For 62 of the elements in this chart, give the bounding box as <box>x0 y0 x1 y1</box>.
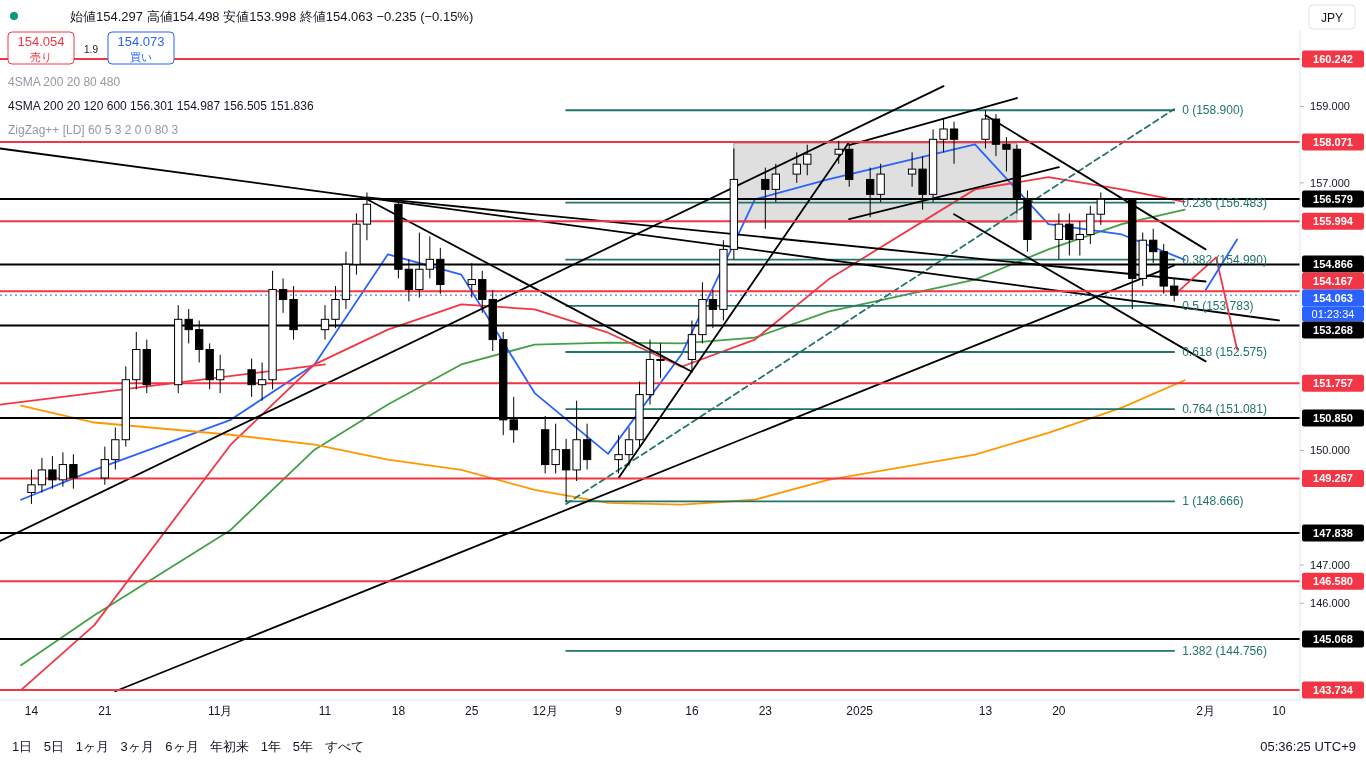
x-tick-label: 18 <box>391 704 406 718</box>
text: 1日 5日 1ヶ月 3ヶ月 6ヶ月 年初来 1年 5年 すべて <box>12 739 364 754</box>
y-tick-label: 159.000 <box>1310 100 1350 113</box>
x-tick-label: 13 <box>978 704 993 718</box>
ref-line-label: 154.167 <box>1313 275 1353 288</box>
ref-line-label: 154.866 <box>1313 258 1353 271</box>
fib-label: 0.236 (156.483) <box>1182 195 1267 210</box>
annotation: 154.054 売り <box>17 34 65 63</box>
annotation: 1.9 <box>84 44 99 55</box>
ref-line-label: 153.268 <box>1313 324 1353 337</box>
x-tick-label: 23 <box>758 704 773 718</box>
x-tick-label: 2月 <box>1196 704 1215 718</box>
price-label: 151.757 <box>1302 374 1364 392</box>
annotation: ZigZag++ [LD] 60 5 3 2 0 0 80 3 <box>8 123 179 137</box>
price-label: 158.071 <box>1302 133 1364 151</box>
x-tick-label: 10 <box>1272 704 1287 718</box>
ref-line-label: 160.242 <box>1313 52 1353 65</box>
y-tick-label: 146.000 <box>1310 597 1350 610</box>
ref-line-label: 149.267 <box>1313 472 1353 485</box>
ref-line-label: 158.071 <box>1313 135 1353 148</box>
annotation: 4SMA 200 20 120 600 156.301 154.987 156.505 151.836 <box>8 99 314 113</box>
annotation: 4SMA 200 20 80 480 <box>8 75 121 89</box>
text: 05:36:25 UTC+9 <box>1260 739 1356 754</box>
x-tick-label: 9 <box>615 704 623 718</box>
x-tick-label: 12月 <box>532 704 558 718</box>
ref-line-label: 150.850 <box>1313 411 1353 424</box>
fib-label: 1.382 (144.756) <box>1182 643 1267 658</box>
price-label: 156.579 <box>1302 190 1364 208</box>
x-tick-label: 11月 <box>207 704 233 718</box>
y-tick-label: 157.000 <box>1310 176 1350 189</box>
annotation: 154.073 買い <box>117 34 165 63</box>
fib-label: 1 (148.666) <box>1182 494 1244 509</box>
x-tick-label: 11 <box>318 704 332 718</box>
fib-label: 0.764 (151.081) <box>1182 402 1267 417</box>
ref-line-label: 155.994 <box>1313 215 1354 228</box>
text: JPY <box>1320 11 1344 25</box>
ref-line-label: 146.580 <box>1313 575 1353 588</box>
price-label: 154.866 <box>1302 255 1364 273</box>
y-tick-label: 147.000 <box>1310 559 1350 572</box>
fib-label: 0 (158.900) <box>1182 103 1244 118</box>
ref-line-label: 156.579 <box>1313 192 1353 205</box>
price-label: 149.267 <box>1302 469 1364 487</box>
ref-line-label: 154.063 <box>1313 292 1353 305</box>
x-tick-label: 25 <box>465 704 479 718</box>
price-label: 145.068 <box>1302 630 1364 648</box>
x-tick-label: 2025 <box>846 704 874 718</box>
price-label: 143.734 <box>1302 681 1364 699</box>
ref-line-label: 147.838 <box>1313 527 1353 540</box>
text: 始値154.297 高値154.498 安値153.998 終値154.063 −0.235 (−0.15%) <box>70 9 474 24</box>
x-tick-label: 20 <box>1052 704 1066 718</box>
x-tick-label: 16 <box>685 704 699 718</box>
ref-line-label: 143.734 <box>1313 683 1354 696</box>
x-tick-label: 21 <box>98 704 112 718</box>
price-label: 160.242 <box>1302 50 1364 68</box>
price-label: 147.838 <box>1302 524 1364 542</box>
price-label: 155.994 <box>1302 212 1364 230</box>
y-tick-label: 150.000 <box>1310 444 1350 457</box>
x-tick-label: 14 <box>24 704 39 718</box>
ref-line-label: 151.757 <box>1313 377 1353 390</box>
price-label: 150.850 <box>1302 409 1364 427</box>
ref-line-label: 145.068 <box>1313 632 1353 645</box>
price-label: 146.580 <box>1302 572 1364 590</box>
